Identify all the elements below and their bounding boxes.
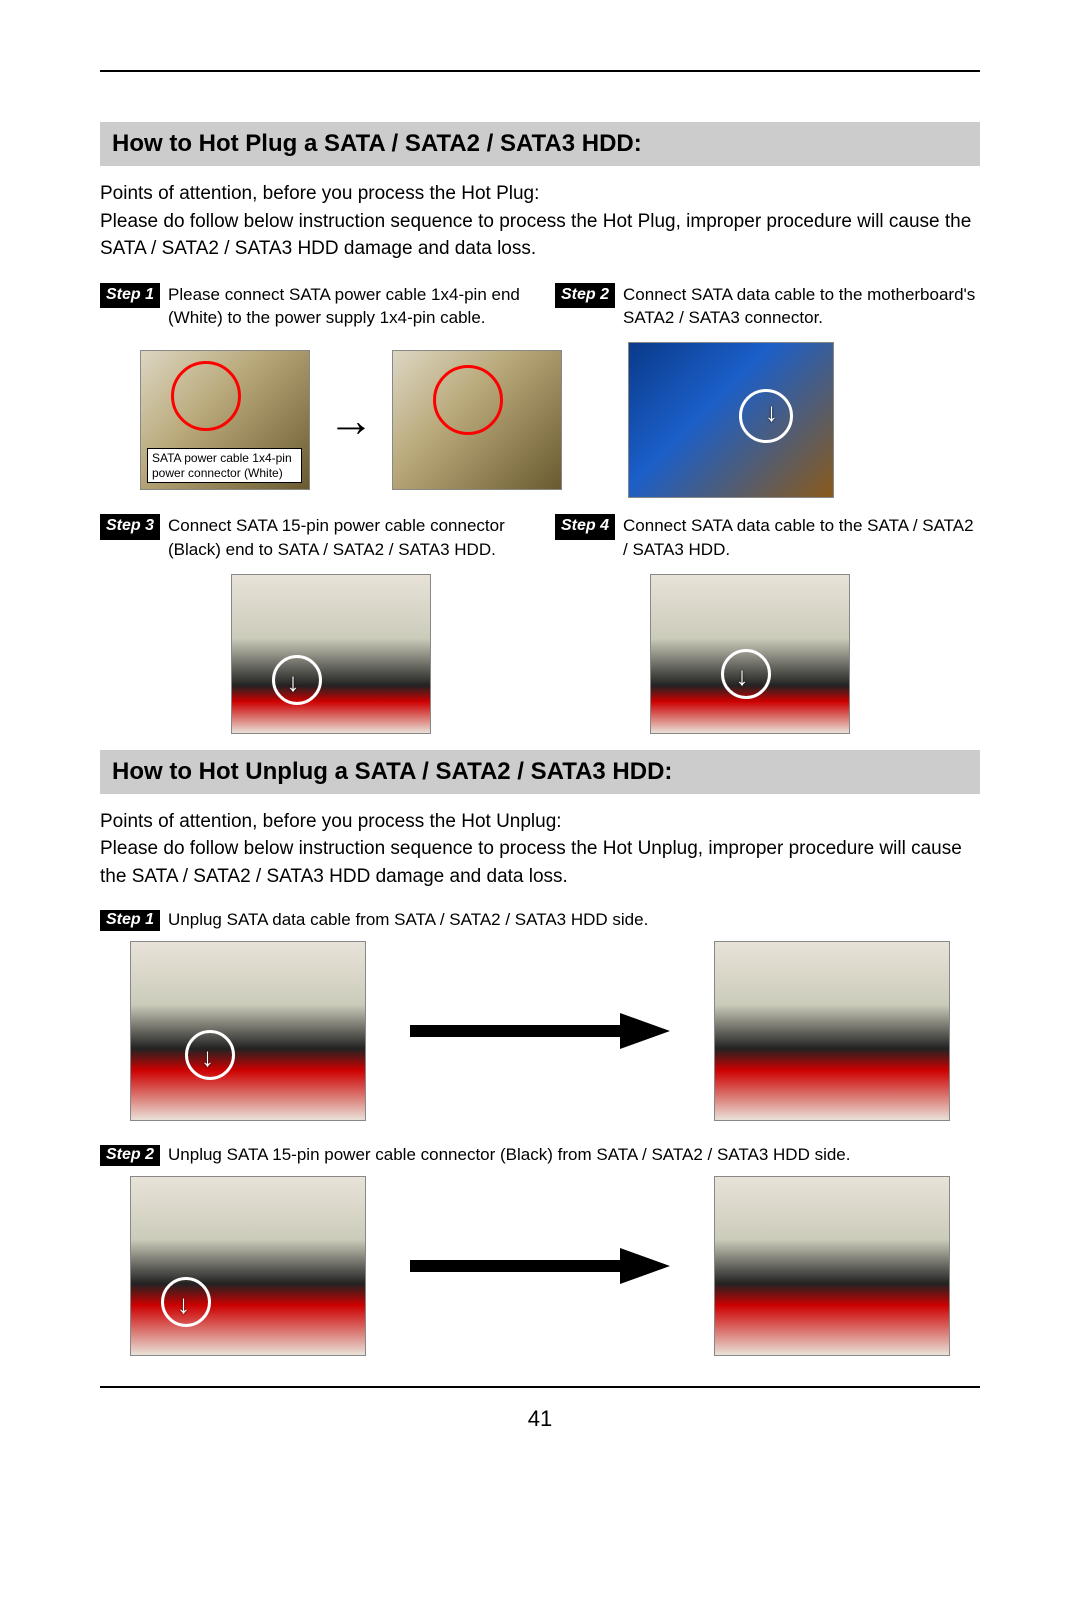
photo-hdd-data: ↓ <box>650 574 850 734</box>
red-circle-icon <box>171 361 241 431</box>
step-badge-3: Step 3 <box>100 514 160 539</box>
step-badge-1: Step 1 <box>100 283 160 308</box>
unplug-step1-text: Unplug SATA data cable from SATA / SATA2… <box>168 910 980 930</box>
plug-images-row-1: SATA power cable 1x4-pin power connector… <box>140 342 980 498</box>
steps-row-2: Step 3 Connect SATA 15-pin power cable c… <box>100 514 980 562</box>
unplug-step2-text: Unplug SATA 15-pin power cable connector… <box>168 1145 980 1165</box>
unplug-images-row-2: ↓ <box>130 1176 950 1356</box>
arrow-down-icon: ↓ <box>736 663 749 689</box>
red-circle-icon <box>433 365 503 435</box>
photo-motherboard-sata: ↓ <box>628 342 834 498</box>
step4-text: Connect SATA data cable to the SATA / SA… <box>623 514 980 562</box>
arrow-down-icon: ↓ <box>201 1044 214 1070</box>
steps-row-1: Step 1 Please connect SATA power cable 1… <box>100 283 980 331</box>
photo-molex-connected <box>392 350 562 490</box>
long-arrow-icon <box>410 1011 670 1051</box>
photo-hdd-power: ↓ <box>231 574 431 734</box>
step4-col: Step 4 Connect SATA data cable to the SA… <box>555 514 980 562</box>
unplug-step1: Step 1 Unplug SATA data cable from SATA … <box>100 910 980 931</box>
step-badge-u1: Step 1 <box>100 910 160 931</box>
step3-col: Step 3 Connect SATA 15-pin power cable c… <box>100 514 525 562</box>
section-header-plug: How to Hot Plug a SATA / SATA2 / SATA3 H… <box>100 122 980 166</box>
arrow-down-icon: ↓ <box>177 1291 190 1317</box>
manual-page: How to Hot Plug a SATA / SATA2 / SATA3 H… <box>0 0 1080 1619</box>
unplug-step2: Step 2 Unplug SATA 15-pin power cable co… <box>100 1145 980 1166</box>
arrow-down-icon: ↓ <box>765 399 778 425</box>
step-badge-2: Step 2 <box>555 283 615 308</box>
photo-hdd-power-unplugged <box>714 1176 950 1356</box>
photo-molex-disconnected: SATA power cable 1x4-pin power connector… <box>140 350 310 490</box>
arrow-right-icon: → <box>328 397 374 443</box>
page-number: 41 <box>100 1406 980 1432</box>
step2-text: Connect SATA data cable to the motherboa… <box>623 283 980 331</box>
step-badge-4: Step 4 <box>555 514 615 539</box>
plug-images-row-2: ↓ ↓ <box>100 574 980 734</box>
photo-hdd-data-plugged: ↓ <box>130 941 366 1121</box>
step1-col: Step 1 Please connect SATA power cable 1… <box>100 283 525 331</box>
step2-col: Step 2 Connect SATA data cable to the mo… <box>555 283 980 331</box>
top-rule <box>100 70 980 72</box>
long-arrow-icon <box>410 1246 670 1286</box>
intro-text-unplug: Points of attention, before you process … <box>100 808 980 891</box>
photo-hdd-data-unplugged <box>714 941 950 1121</box>
intro-text-plug: Points of attention, before you process … <box>100 180 980 263</box>
unplug-images-row-1: ↓ <box>130 941 950 1121</box>
step-badge-u2: Step 2 <box>100 1145 160 1166</box>
arrow-down-icon: ↓ <box>287 669 300 695</box>
step3-text: Connect SATA 15-pin power cable connecto… <box>168 514 525 562</box>
bottom-rule <box>100 1386 980 1388</box>
step1-text: Please connect SATA power cable 1x4-pin … <box>168 283 525 331</box>
photo-hdd-power-plugged: ↓ <box>130 1176 366 1356</box>
annotation-box: SATA power cable 1x4-pin power connector… <box>147 448 302 483</box>
section-header-unplug: How to Hot Unplug a SATA / SATA2 / SATA3… <box>100 750 980 794</box>
